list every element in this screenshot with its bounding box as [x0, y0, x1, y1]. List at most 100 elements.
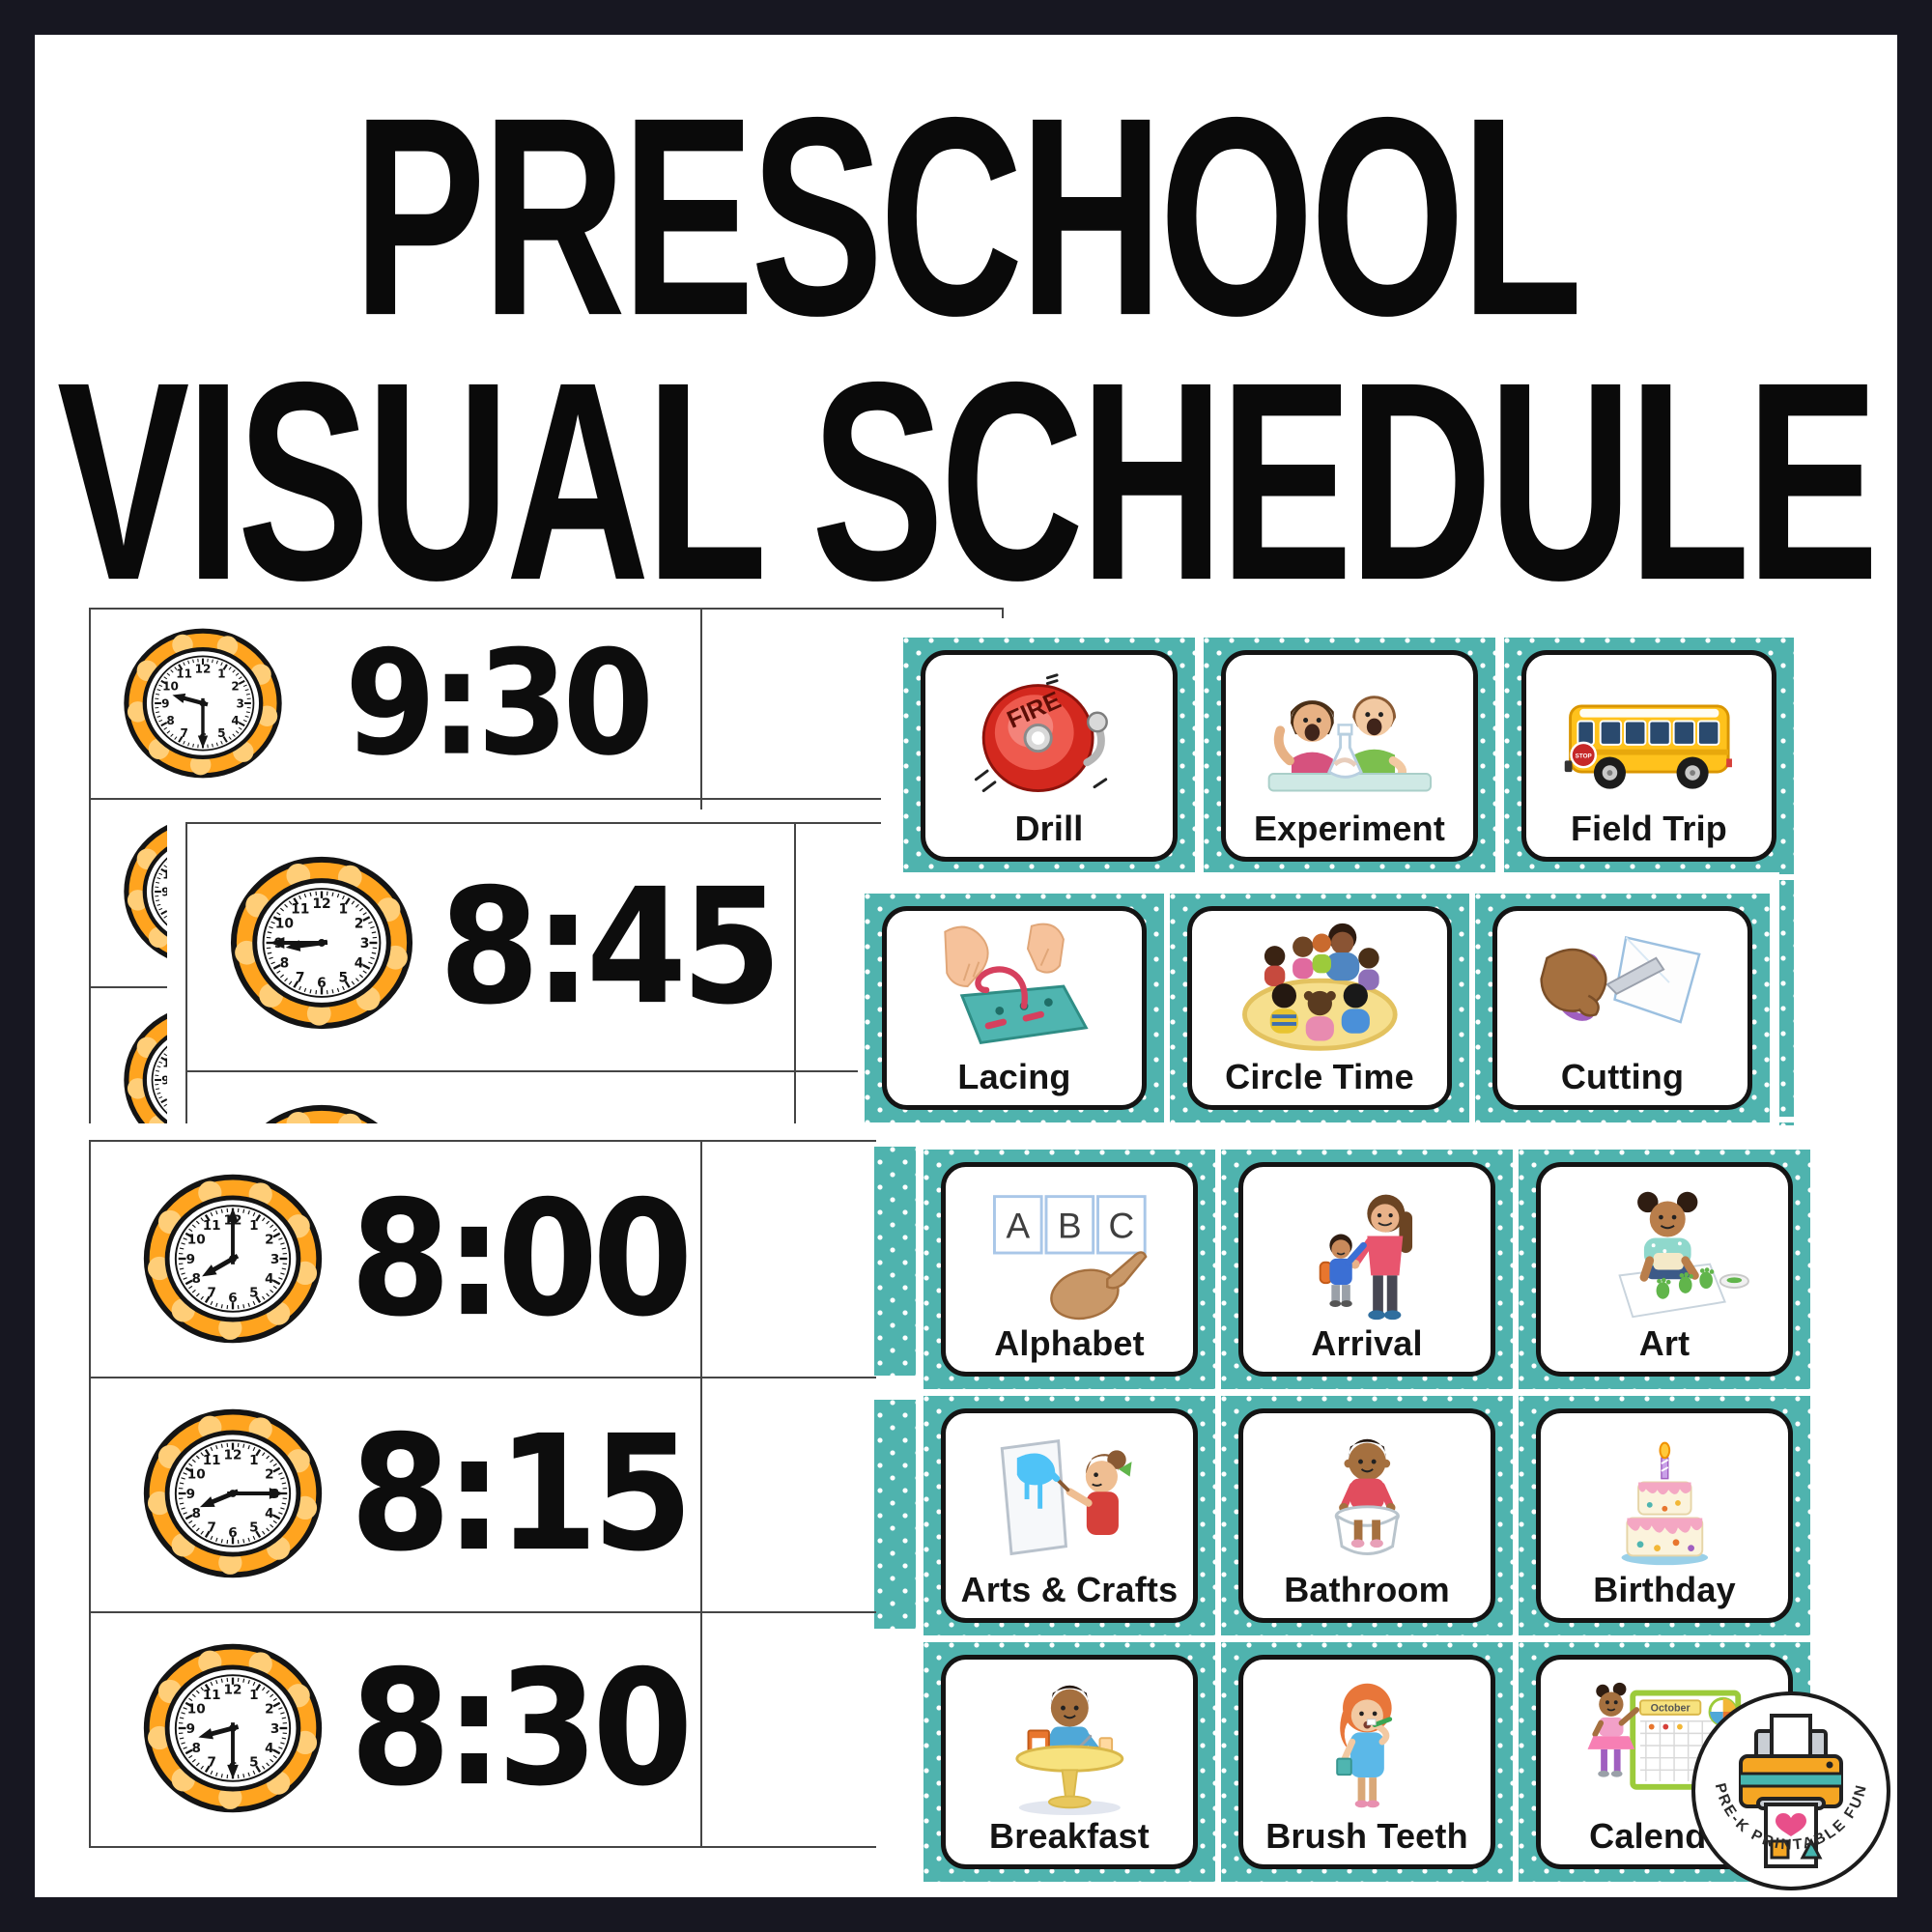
- art-icon: [1618, 1192, 1749, 1319]
- svg-text:8: 8: [280, 955, 290, 971]
- svg-text:12: 12: [224, 1448, 242, 1463]
- svg-text:10: 10: [275, 916, 294, 931]
- activity-card-brush-teeth: Brush Teeth: [1238, 1655, 1495, 1869]
- svg-text:3: 3: [360, 936, 370, 952]
- svg-text:7: 7: [207, 1755, 215, 1771]
- svg-text:3: 3: [270, 1252, 279, 1267]
- svg-text:9: 9: [186, 1252, 195, 1267]
- activity-card-bathroom: Bathroom: [1238, 1408, 1495, 1623]
- letter-b: B: [1058, 1207, 1082, 1246]
- activity-card-arts-crafts: Arts & Crafts: [941, 1408, 1198, 1623]
- svg-text:1: 1: [338, 901, 348, 917]
- calendar-month-text: October: [1650, 1703, 1690, 1715]
- fire-bell-icon: FIRE: [974, 673, 1108, 793]
- arrival-icon: [1319, 1195, 1412, 1321]
- svg-text:11: 11: [176, 667, 192, 680]
- activity-card-arrival: Arrival: [1238, 1162, 1495, 1377]
- activity-card-breakfast: Breakfast: [941, 1655, 1198, 1869]
- svg-text:1: 1: [249, 1453, 258, 1468]
- svg-text:8: 8: [191, 1741, 200, 1756]
- time-label: 8:00: [350, 1166, 693, 1352]
- activity-cell: Circle Time: [1170, 894, 1469, 1122]
- bathroom-icon: [1334, 1439, 1400, 1556]
- analog-clock-815: 123456789101112: [143, 1408, 323, 1578]
- svg-text:4: 4: [265, 1506, 273, 1521]
- table-divider: [700, 1142, 702, 1846]
- svg-text:5: 5: [249, 1755, 258, 1771]
- activity-cell: Brush Teeth: [1221, 1642, 1513, 1882]
- schedule-row: 123456789101112 8:15: [91, 1378, 876, 1611]
- school-bus-icon: STOP: [1564, 704, 1732, 789]
- activity-card-label: Field Trip: [1570, 809, 1727, 849]
- breakfast-icon: [1015, 1686, 1123, 1816]
- letter-a: A: [1006, 1207, 1030, 1246]
- svg-text:10: 10: [162, 679, 179, 693]
- table-divider: [794, 824, 796, 1321]
- svg-text:6: 6: [228, 1291, 237, 1306]
- svg-text:9: 9: [186, 1487, 195, 1502]
- time-label: 9:30: [344, 620, 654, 788]
- svg-text:5: 5: [249, 1520, 258, 1536]
- svg-text:7: 7: [180, 726, 187, 740]
- svg-text:10: 10: [187, 1702, 206, 1718]
- svg-text:8: 8: [191, 1506, 200, 1521]
- svg-text:6: 6: [228, 1525, 237, 1541]
- pre-k-printable-fun-logo: PRE-K PRINTABLE FUN: [1691, 1691, 1890, 1890]
- svg-text:9: 9: [186, 1721, 195, 1737]
- analog-clock-800: 123456789101112: [143, 1174, 323, 1344]
- activity-cell: Art: [1519, 1150, 1810, 1389]
- svg-text:9: 9: [161, 696, 169, 710]
- lacing-icon: [943, 923, 1089, 1045]
- activity-cell: A B C Alphabet: [923, 1150, 1215, 1389]
- activity-cell: Experiment: [1204, 638, 1495, 874]
- stop-sign-text: STOP: [1575, 753, 1591, 760]
- svg-text:8: 8: [191, 1271, 200, 1287]
- svg-text:4: 4: [355, 955, 364, 971]
- svg-text:4: 4: [265, 1271, 273, 1287]
- svg-text:11: 11: [291, 901, 309, 917]
- activity-card-label: Birthday: [1593, 1570, 1736, 1610]
- svg-text:12: 12: [195, 663, 212, 676]
- clock-table: 123456789101112 8:00 123456789101112 8:1…: [89, 1140, 876, 1848]
- svg-text:9: 9: [161, 885, 169, 898]
- svg-text:7: 7: [207, 1520, 215, 1536]
- arts-and-crafts-icon: [1000, 1439, 1132, 1556]
- activity-cell: Arts & Crafts: [923, 1396, 1215, 1635]
- svg-text:2: 2: [265, 1233, 273, 1248]
- activity-cell: Arrival: [1221, 1150, 1513, 1389]
- svg-text:5: 5: [217, 726, 225, 740]
- time-label: 8:45: [439, 854, 781, 1040]
- activity-cell: STOP Field Trip: [1504, 638, 1794, 874]
- activity-card-circle-time: Circle Time: [1187, 906, 1452, 1110]
- svg-text:11: 11: [203, 1688, 221, 1703]
- activity-card-label: Cutting: [1560, 1057, 1685, 1097]
- activity-card-label: Drill: [1014, 809, 1084, 849]
- brush-teeth-icon: [1335, 1684, 1392, 1808]
- svg-text:7: 7: [207, 1286, 215, 1301]
- activity-card-experiment: Experiment: [1221, 650, 1478, 862]
- activity-cell: Lacing: [865, 894, 1164, 1122]
- activity-card-birthday: Birthday: [1536, 1408, 1793, 1623]
- activity-cell: Birthday: [1519, 1396, 1810, 1635]
- svg-text:11: 11: [203, 1218, 221, 1234]
- schedule-row: 123456789101112 8:00: [91, 1142, 876, 1377]
- analog-clock-830: 123456789101112: [143, 1643, 323, 1813]
- analog-clock-845: 123456789101112: [230, 856, 413, 1030]
- circle-time-icon: [1241, 923, 1398, 1052]
- activity-card-label: Brush Teeth: [1265, 1816, 1468, 1857]
- svg-text:2: 2: [355, 916, 364, 931]
- activity-card-label: Bathroom: [1284, 1570, 1450, 1610]
- svg-text:10: 10: [187, 1233, 206, 1248]
- letter-c: C: [1108, 1207, 1134, 1246]
- activity-card-cutting: Cutting: [1492, 906, 1752, 1110]
- activity-card-label: Arrival: [1311, 1323, 1423, 1364]
- svg-text:6: 6: [317, 976, 327, 991]
- svg-text:1: 1: [249, 1688, 258, 1703]
- table-row-line: [91, 1377, 876, 1378]
- table-row-line: [91, 798, 1002, 800]
- svg-text:10: 10: [187, 1467, 206, 1483]
- printer-icon: [1739, 1714, 1843, 1868]
- schedule-row: 123456789101112 8:30: [91, 1613, 876, 1846]
- svg-text:2: 2: [231, 679, 239, 693]
